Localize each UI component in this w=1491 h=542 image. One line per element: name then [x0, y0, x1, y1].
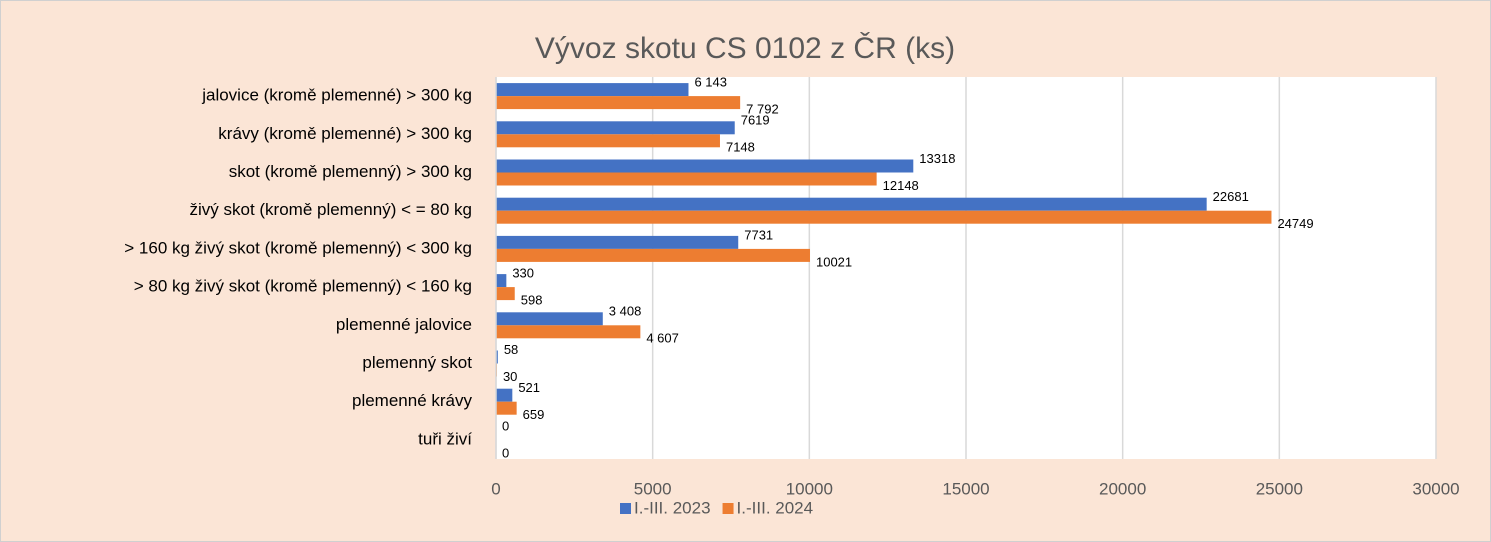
data-label: 330 — [512, 266, 534, 281]
y-tick-label: skot (kromě plemenný) > 300 kg — [229, 162, 472, 181]
legend-label: I.-III. 2024 — [737, 498, 814, 517]
data-label: 7 792 — [746, 102, 779, 117]
data-label: 521 — [518, 380, 540, 395]
legend-swatch — [620, 503, 631, 514]
data-label: 3 408 — [609, 304, 642, 319]
bar — [496, 172, 877, 186]
data-label: 598 — [521, 293, 543, 308]
data-label: 6 143 — [694, 75, 727, 90]
data-label: 7148 — [726, 140, 755, 155]
data-label: 0 — [502, 418, 509, 433]
bar — [496, 248, 810, 262]
y-tick-label: tuři živí — [418, 429, 472, 448]
x-tick-label: 0 — [491, 479, 500, 498]
y-tick-label: jalovice (kromě plemenné) > 300 kg — [201, 86, 472, 105]
data-label: 4 607 — [646, 331, 679, 346]
data-label: 0 — [502, 445, 509, 460]
bar — [496, 287, 515, 301]
y-tick-label: plemenné jalovice — [336, 315, 472, 334]
bar — [496, 159, 914, 173]
data-label: 30 — [503, 369, 517, 384]
bar — [496, 96, 741, 110]
x-tick-label: 30000 — [1412, 479, 1459, 498]
y-tick-label: živý skot (kromě plemenný) < = 80 kg — [189, 200, 472, 219]
chart-title: Vývoz skotu CS 0102 z ČR (ks) — [535, 31, 955, 65]
data-label: 22681 — [1213, 189, 1249, 204]
bar — [496, 210, 1272, 224]
legend-label: I.-III. 2023 — [634, 498, 711, 517]
bar — [496, 274, 507, 288]
y-tick-label: krávy (kromě plemenné) > 300 kg — [218, 124, 472, 143]
data-label: 12148 — [883, 178, 919, 193]
data-label: 24749 — [1277, 216, 1313, 231]
bar — [496, 134, 720, 148]
x-tick-label: 15000 — [942, 479, 989, 498]
y-tick-label: plemenné krávy — [352, 391, 473, 410]
bar — [496, 121, 735, 135]
legend-swatch — [722, 503, 734, 514]
x-tick-label: 10000 — [786, 479, 833, 498]
data-label: 10021 — [816, 254, 852, 269]
bar — [496, 197, 1207, 211]
data-label: 58 — [504, 342, 518, 357]
data-label: 7619 — [741, 113, 770, 128]
bar — [496, 325, 641, 339]
bar — [496, 235, 739, 249]
bar — [496, 388, 513, 402]
data-label: 659 — [523, 407, 545, 422]
bar — [496, 312, 603, 326]
y-tick-label: > 80 kg živý skot (kromě plemenný) < 160… — [134, 277, 472, 296]
bar — [496, 401, 517, 415]
x-tick-label: 5000 — [634, 479, 672, 498]
bar — [496, 83, 689, 97]
bar — [496, 350, 498, 364]
x-tick-label: 25000 — [1256, 479, 1303, 498]
y-tick-label: > 160 kg živý skot (kromě plemenný) < 30… — [124, 238, 472, 257]
y-tick-label: plemenný skot — [362, 353, 472, 372]
x-tick-label: 20000 — [1099, 479, 1146, 498]
data-label: 13318 — [919, 151, 955, 166]
data-label: 7731 — [744, 227, 773, 242]
